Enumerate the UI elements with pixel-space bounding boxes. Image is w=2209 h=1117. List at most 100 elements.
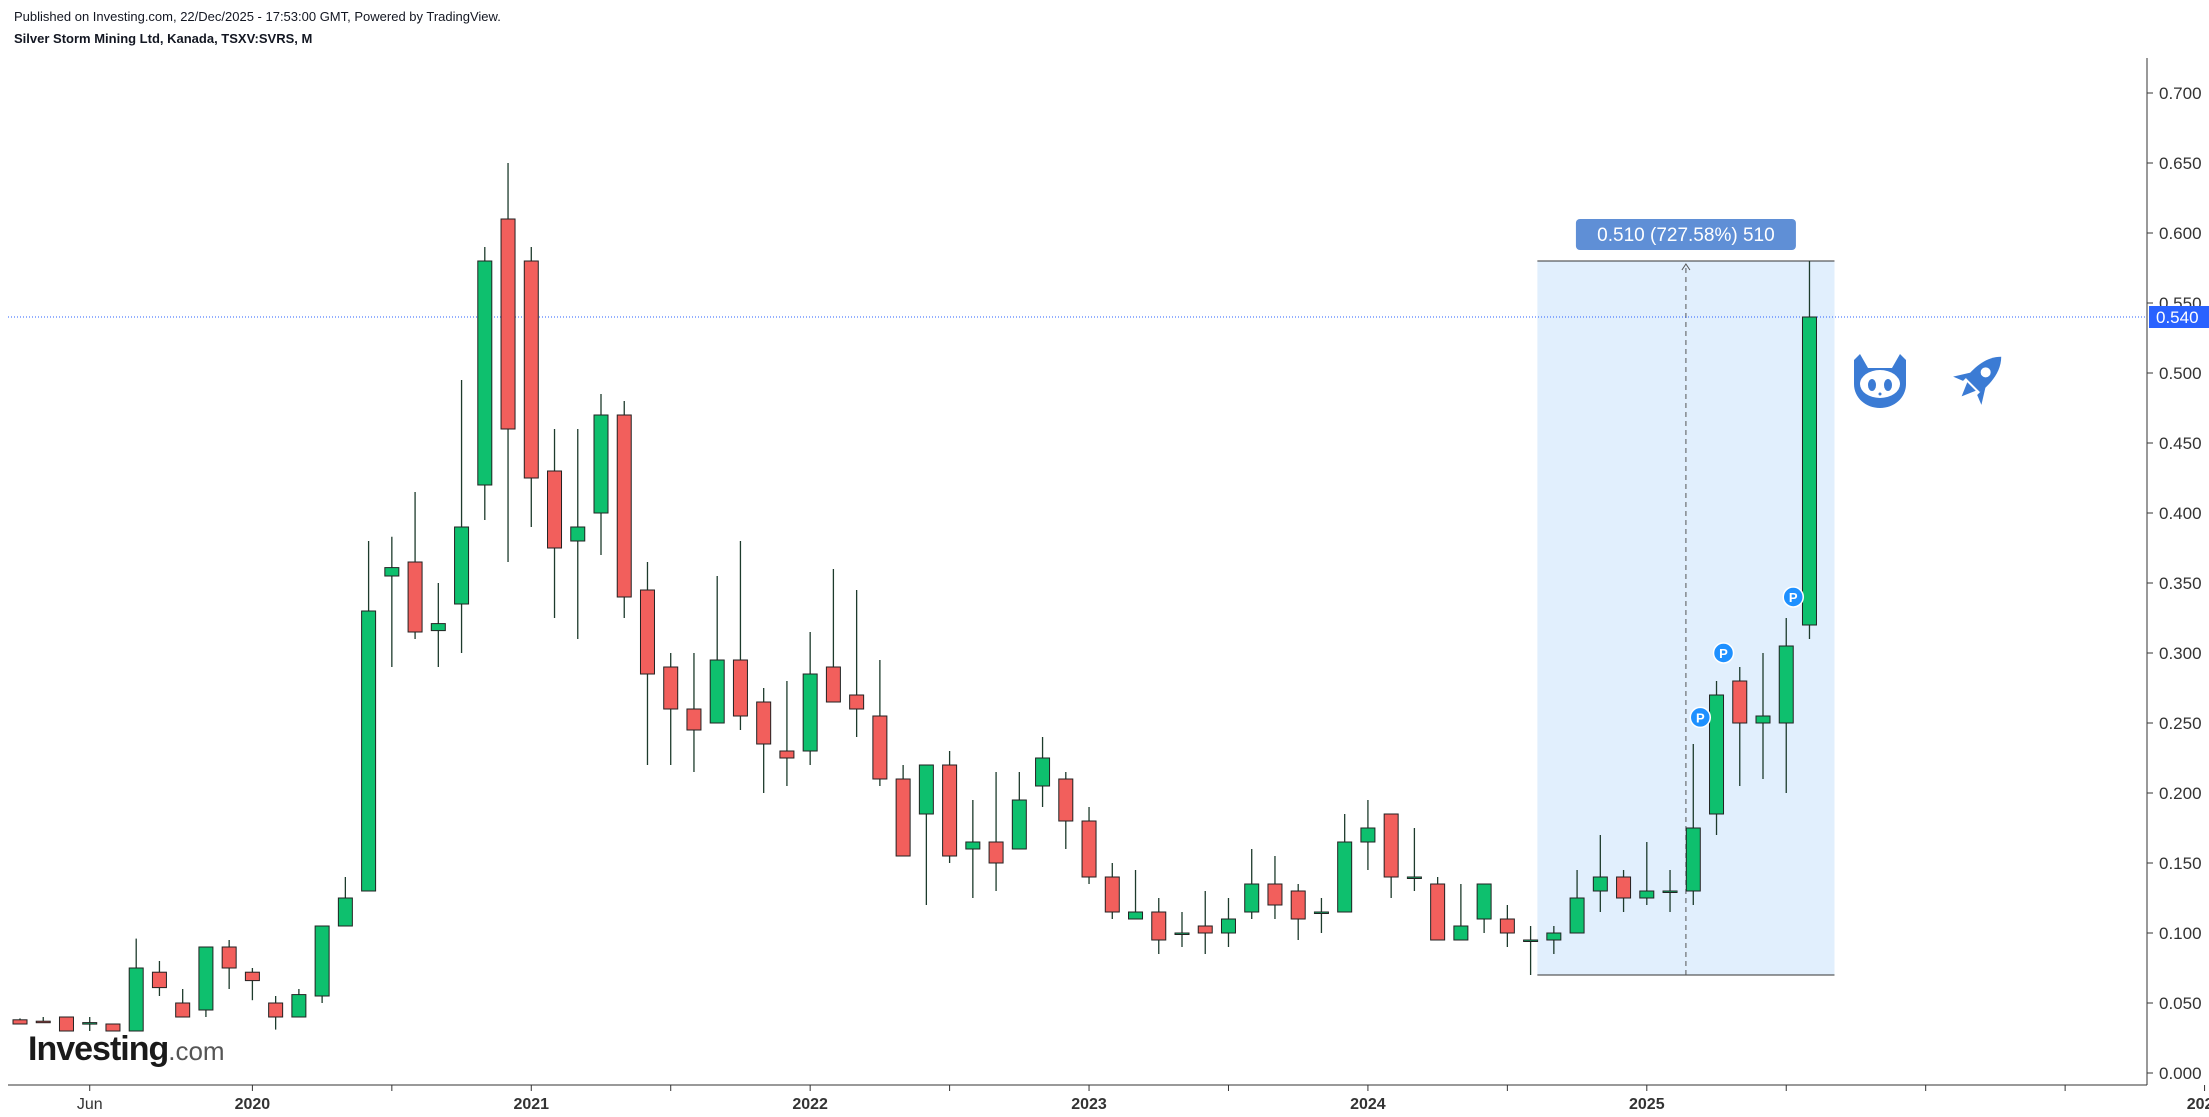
candle-body[interactable] bbox=[1360, 827, 1376, 843]
rocket-window bbox=[1980, 367, 1991, 378]
candle-body[interactable] bbox=[1290, 890, 1306, 920]
price-axis-label: 0.350 bbox=[2159, 574, 2202, 593]
last-price-label: 0.540 bbox=[2156, 308, 2199, 327]
candle-body[interactable] bbox=[12, 1019, 28, 1025]
candle-body[interactable] bbox=[1197, 925, 1213, 934]
candle-body[interactable] bbox=[151, 971, 167, 989]
dividend-marker-label: P bbox=[1696, 710, 1705, 725]
candle-body[interactable] bbox=[1174, 932, 1190, 935]
candle-body[interactable] bbox=[291, 994, 307, 1018]
candle-body[interactable] bbox=[82, 1022, 98, 1025]
candle-body[interactable] bbox=[547, 470, 563, 549]
candle-body[interactable] bbox=[1569, 897, 1585, 934]
candle-body[interactable] bbox=[105, 1023, 121, 1032]
candle-body[interactable] bbox=[1151, 911, 1167, 941]
candle-body[interactable] bbox=[1081, 820, 1097, 878]
candle-body[interactable] bbox=[175, 1002, 191, 1018]
candle-body[interactable] bbox=[384, 567, 400, 577]
dividend-marker[interactable] bbox=[1782, 586, 1804, 608]
candle-body[interactable] bbox=[361, 610, 377, 892]
candle-body[interactable] bbox=[454, 526, 470, 605]
measure-arrow-head bbox=[1681, 263, 1691, 271]
candle-body[interactable] bbox=[1011, 799, 1027, 850]
candle-body[interactable] bbox=[779, 750, 795, 759]
candle-body[interactable] bbox=[500, 218, 516, 430]
candle-body[interactable] bbox=[1523, 939, 1539, 942]
candle-body[interactable] bbox=[523, 260, 539, 479]
candle-body[interactable] bbox=[1685, 827, 1701, 892]
candle-body[interactable] bbox=[1732, 680, 1748, 724]
candle-body[interactable] bbox=[872, 715, 888, 780]
candle-body[interactable] bbox=[895, 778, 911, 857]
candle-body[interactable] bbox=[35, 1020, 51, 1024]
candle-body[interactable] bbox=[1592, 876, 1608, 892]
candle-body[interactable] bbox=[407, 561, 423, 633]
candle-body[interactable] bbox=[1430, 883, 1446, 941]
candle-body[interactable] bbox=[1476, 883, 1492, 920]
candle-body[interactable] bbox=[616, 414, 632, 598]
candle-body[interactable] bbox=[244, 971, 260, 982]
candle-body[interactable] bbox=[1546, 932, 1562, 941]
candle-body[interactable] bbox=[732, 659, 748, 717]
candle-body[interactable] bbox=[1662, 890, 1678, 893]
candle-body[interactable] bbox=[1453, 925, 1469, 941]
candle-body[interactable] bbox=[58, 1016, 74, 1032]
candle-body[interactable] bbox=[1058, 778, 1074, 822]
candle-body[interactable] bbox=[1778, 645, 1794, 724]
candle-body[interactable] bbox=[1499, 918, 1515, 934]
octocat-eye-right bbox=[1884, 379, 1892, 391]
candle-body[interactable] bbox=[709, 659, 725, 724]
candle-body[interactable] bbox=[1801, 316, 1817, 626]
candle-body[interactable] bbox=[1337, 841, 1353, 913]
time-axis-label: 2025 bbox=[1629, 1096, 1665, 1113]
octocat-face bbox=[1860, 370, 1900, 398]
candle-body[interactable] bbox=[802, 673, 818, 752]
candle-body[interactable] bbox=[477, 260, 493, 486]
candle-body[interactable] bbox=[1035, 757, 1051, 787]
candle-body[interactable] bbox=[965, 841, 981, 850]
candle-body[interactable] bbox=[221, 946, 237, 969]
candle-body[interactable] bbox=[686, 708, 702, 731]
price-axis-label: 0.200 bbox=[2159, 784, 2202, 803]
octocat-nose bbox=[1878, 392, 1882, 396]
candle-body[interactable] bbox=[1128, 911, 1144, 920]
dividend-marker[interactable] bbox=[1712, 642, 1735, 664]
candle-body[interactable] bbox=[1244, 883, 1260, 913]
measure-label: 0.510 (727.58%) 510 bbox=[1597, 225, 1774, 246]
candle-body[interactable] bbox=[1755, 715, 1771, 724]
candle-body[interactable] bbox=[1616, 876, 1632, 899]
candle-body[interactable] bbox=[1383, 813, 1399, 878]
candle-body[interactable] bbox=[663, 666, 679, 710]
candle-body[interactable] bbox=[849, 694, 865, 710]
rocket-fin-left bbox=[1953, 372, 1972, 381]
price-axis-label: 0.500 bbox=[2159, 364, 2202, 383]
measure-label-box bbox=[1575, 219, 1796, 250]
candle-body[interactable] bbox=[1220, 918, 1236, 934]
price-axis-label: 0.600 bbox=[2159, 224, 2202, 243]
candle-body[interactable] bbox=[268, 1002, 284, 1018]
candle-body[interactable] bbox=[1267, 883, 1283, 906]
candle-body[interactable] bbox=[570, 526, 586, 542]
candle-body[interactable] bbox=[128, 967, 144, 1032]
candle-body[interactable] bbox=[593, 414, 609, 514]
candle-body[interactable] bbox=[918, 764, 934, 815]
candle-body[interactable] bbox=[639, 589, 655, 675]
candle-body[interactable] bbox=[430, 623, 446, 632]
candle-body[interactable] bbox=[756, 701, 772, 745]
candle-body[interactable] bbox=[314, 925, 330, 997]
candle-body[interactable] bbox=[1639, 890, 1655, 899]
dividend-marker[interactable] bbox=[1689, 706, 1712, 729]
candle-body[interactable] bbox=[198, 946, 214, 1011]
candle-body[interactable] bbox=[1709, 694, 1725, 815]
rocket-flame bbox=[1961, 382, 1976, 397]
candle-body[interactable] bbox=[337, 897, 353, 927]
candle-body[interactable] bbox=[1406, 876, 1422, 879]
candle-body[interactable] bbox=[988, 841, 1004, 864]
candle-body[interactable] bbox=[1313, 911, 1329, 914]
last-price-badge bbox=[2149, 306, 2209, 328]
candle-body[interactable] bbox=[825, 666, 841, 703]
candle-body[interactable] bbox=[942, 764, 958, 857]
candle-body[interactable] bbox=[1104, 876, 1120, 913]
octocat-eye-left bbox=[1868, 379, 1876, 391]
